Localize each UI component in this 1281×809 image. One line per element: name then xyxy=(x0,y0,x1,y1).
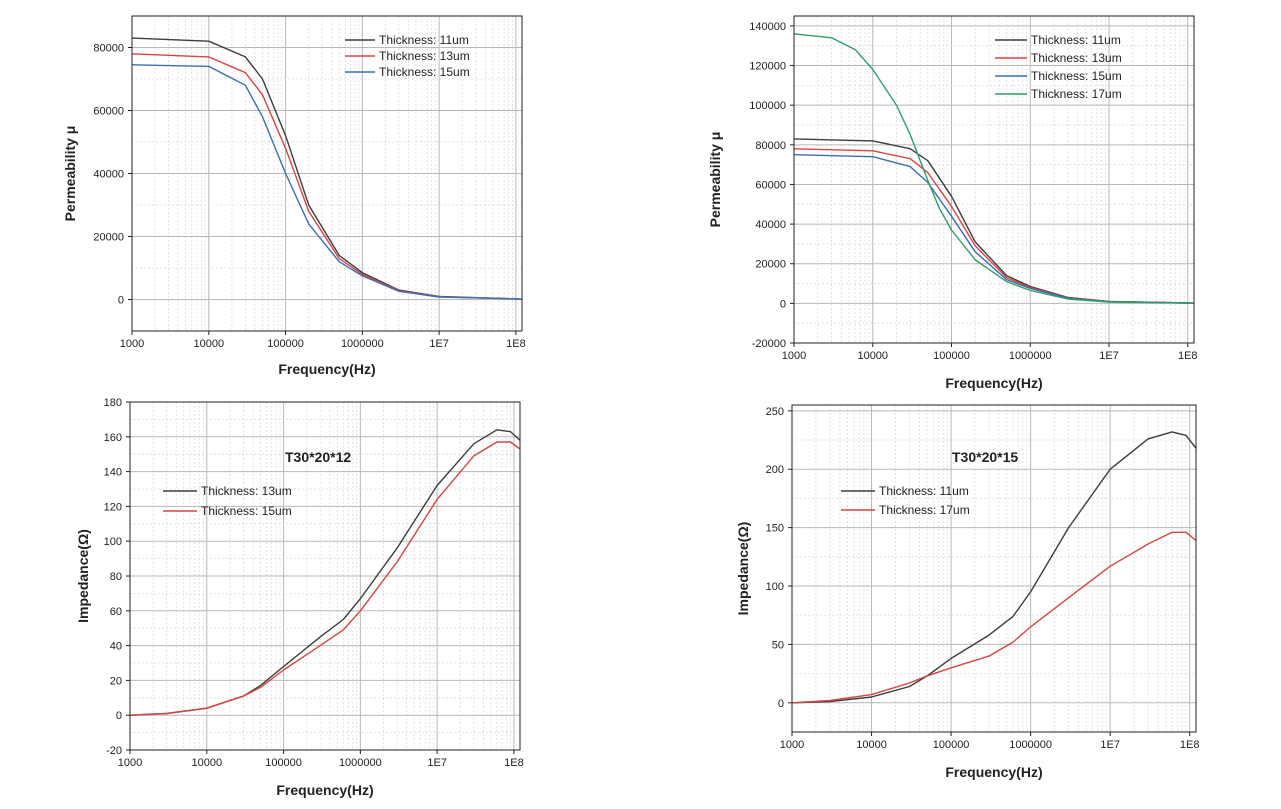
y-axis-title: Impedance(Ω) xyxy=(75,529,91,623)
legend-label: Thickness: 11um xyxy=(379,33,469,47)
legend-label: Thickness: 13um xyxy=(379,49,470,63)
y-tick-label: 100 xyxy=(766,581,784,593)
x-tick-label: 10000 xyxy=(191,757,222,769)
x-axis-title: Frequency(Hz) xyxy=(276,782,373,798)
chart-annotation: T30*20*12 xyxy=(285,449,351,465)
x-tick-label: 10000 xyxy=(857,350,888,362)
x-tick-label: 1000000 xyxy=(339,757,382,769)
y-tick-label: 60000 xyxy=(93,106,124,118)
x-tick-label: 10000 xyxy=(193,338,224,350)
y-axis-title: Impedance(Ω) xyxy=(735,522,751,616)
legend-label: Thickness: 17um xyxy=(879,503,970,517)
y-tick-label: 80 xyxy=(110,571,122,583)
y-tick-label: 40000 xyxy=(93,169,124,181)
series-line-4 xyxy=(793,33,1195,304)
y-tick-label: 0 xyxy=(116,710,122,722)
x-tick-label: 100000 xyxy=(933,739,970,751)
legend: Thickness: 11um Thickness: 13um Thickness:… xyxy=(995,33,1122,101)
x-axis-title: Frequency(Hz) xyxy=(278,361,375,377)
y-tick-label: 140000 xyxy=(749,21,786,33)
y-tick-label: 250 xyxy=(766,406,784,418)
x-tick-label: 10000 xyxy=(856,739,887,751)
x-axis-title: Frequency(Hz) xyxy=(945,375,1042,391)
y-tick-label: 20000 xyxy=(755,259,786,271)
y-tick-label: 100000 xyxy=(749,100,786,112)
y-axis-title: Permeability μ xyxy=(62,126,78,222)
x-tick-label: 1E8 xyxy=(506,338,526,350)
x-tick-label: 1E8 xyxy=(504,757,524,769)
grid xyxy=(791,405,1196,732)
chart-impedance-t30-20-15: 1000 10000 100000 1000000 1E7 1E8 0 50 100 150 200… xyxy=(735,404,1200,780)
series-line-3 xyxy=(131,64,523,300)
legend: Thickness: 11um Thickness: 13um Thickness:… xyxy=(345,33,470,79)
legend-label: Thickness: 15um xyxy=(1031,69,1122,83)
plot-frame xyxy=(791,404,1197,733)
chart-permeability-11-13-15: 1000 10000 100000 1000000 1E7 1E8 0 20000 40000 6… xyxy=(62,15,526,377)
y-tick-label: 60 xyxy=(110,606,122,618)
y-tick-label: 200 xyxy=(766,464,784,476)
series-line-2 xyxy=(791,531,1197,704)
y-tick-label: 0 xyxy=(778,698,784,710)
legend: Thickness: 11um Thickness: 17um xyxy=(841,484,970,517)
y-tick-label: -20 xyxy=(106,745,122,757)
x-tick-label: 1E8 xyxy=(1178,350,1198,362)
y-tick-label: 0 xyxy=(780,298,786,310)
y-tick-label: 120000 xyxy=(749,61,786,73)
legend-label: Thickness: 13um xyxy=(1031,51,1122,65)
x-tick-label: 1000 xyxy=(118,757,142,769)
legend-label: Thickness: 15um xyxy=(379,65,470,79)
x-tick-label: 100000 xyxy=(265,757,302,769)
y-tick-label: 20 xyxy=(110,675,122,687)
y-tick-label: 40000 xyxy=(755,219,786,231)
x-tick-label: 1000 xyxy=(780,739,804,751)
y-tick-label: 50 xyxy=(772,639,784,651)
x-tick-label: 1000000 xyxy=(341,338,384,350)
series-line-2 xyxy=(129,441,521,716)
y-tick-label: 180 xyxy=(104,397,122,409)
x-tick-label: 100000 xyxy=(267,338,304,350)
legend: Thickness: 13um Thickness: 15um xyxy=(163,484,292,518)
chart-permeability-11-13-15-17: 1000 10000 100000 1000000 1E7 1E8 -20000 0 20000… xyxy=(707,15,1198,391)
y-tick-label: 80000 xyxy=(93,43,124,55)
y-tick-label: 40 xyxy=(110,641,122,653)
x-tick-label: 1E8 xyxy=(1180,739,1200,751)
x-tick-label: 1E7 xyxy=(1100,739,1120,751)
y-tick-label: 100 xyxy=(104,536,122,548)
x-tick-label: 1000000 xyxy=(1009,739,1052,751)
legend-label: Thickness: 11um xyxy=(879,484,969,498)
x-tick-label: 1E7 xyxy=(429,338,449,350)
x-tick-label: 1E7 xyxy=(1099,350,1119,362)
y-tick-label: 60000 xyxy=(755,179,786,191)
y-tick-label: 0 xyxy=(118,295,124,307)
y-tick-label: 140 xyxy=(104,467,122,479)
series-line-1 xyxy=(791,431,1197,704)
x-tick-label: 1000 xyxy=(782,350,806,362)
x-axis-title: Frequency(Hz) xyxy=(945,764,1042,780)
x-tick-label: 100000 xyxy=(933,350,970,362)
y-tick-label: 160 xyxy=(104,432,122,444)
chart-annotation: T30*20*15 xyxy=(952,449,1018,465)
plot-frame xyxy=(793,15,1195,344)
legend-label: Thickness: 11um xyxy=(1031,33,1121,47)
y-axis-title: Permeability μ xyxy=(707,132,723,228)
chart-impedance-t30-20-12: 1000 10000 100000 1000000 1E7 1E8 -20 0 20 40 60 80… xyxy=(75,397,524,798)
legend-label: Thickness: 17um xyxy=(1031,87,1122,101)
x-tick-label: 1E7 xyxy=(427,757,447,769)
legend-label: Thickness: 15um xyxy=(201,504,292,518)
x-tick-label: 1000 xyxy=(120,338,144,350)
y-tick-label: 80000 xyxy=(755,140,786,152)
y-tick-label: 120 xyxy=(104,501,122,513)
legend-label: Thickness: 13um xyxy=(201,484,292,498)
y-tick-label: 20000 xyxy=(93,232,124,244)
y-tick-label: -20000 xyxy=(752,338,786,350)
x-tick-label: 1000000 xyxy=(1009,350,1052,362)
y-tick-label: 150 xyxy=(766,523,784,535)
